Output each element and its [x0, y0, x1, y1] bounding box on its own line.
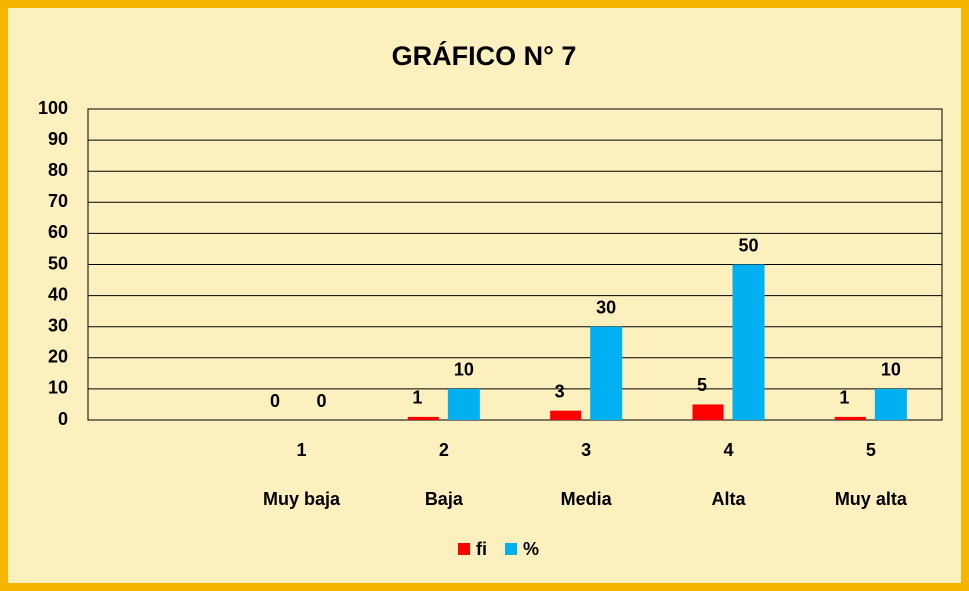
y-tick-label: 50: [48, 253, 68, 273]
legend-swatch: [458, 543, 470, 555]
data-label: 0: [316, 391, 326, 411]
bar: [834, 416, 866, 420]
data-label: 50: [738, 235, 758, 255]
bar: [407, 416, 439, 420]
x-group-label: Media: [561, 489, 613, 509]
x-tick-label: 4: [723, 440, 733, 460]
y-tick-label: 80: [48, 160, 68, 180]
bar: [447, 388, 480, 420]
data-label: 5: [697, 375, 707, 395]
bar: [590, 326, 623, 420]
data-label: 1: [839, 388, 849, 408]
x-tick-label: 2: [439, 440, 449, 460]
bar: [732, 264, 765, 420]
legend-label: fi: [476, 539, 487, 559]
data-label: 10: [454, 360, 474, 380]
x-tick-label: 1: [296, 440, 306, 460]
x-group-label: Alta: [711, 489, 746, 509]
y-tick-label: 20: [48, 347, 68, 367]
data-label: 10: [881, 360, 901, 380]
bar: [874, 388, 907, 420]
bar: [692, 404, 724, 420]
data-label: 3: [555, 381, 565, 401]
y-tick-label: 70: [48, 191, 68, 211]
y-tick-label: 10: [48, 378, 68, 398]
y-tick-label: 60: [48, 222, 68, 242]
data-label: 0: [270, 391, 280, 411]
legend-swatch: [505, 543, 517, 555]
data-label: 30: [596, 297, 616, 317]
x-tick-label: 5: [866, 440, 876, 460]
y-tick-label: 0: [58, 409, 68, 429]
y-tick-label: 100: [38, 98, 68, 118]
y-tick-label: 30: [48, 315, 68, 335]
data-label: 1: [412, 388, 422, 408]
y-tick-label: 90: [48, 129, 68, 149]
chart-title: GRÁFICO N° 7: [392, 40, 577, 71]
x-group-label: Muy baja: [263, 489, 341, 509]
y-tick-label: 40: [48, 284, 68, 304]
x-group-label: Muy alta: [835, 489, 908, 509]
legend-label: %: [523, 539, 539, 559]
bar: [550, 410, 582, 420]
x-group-label: Baja: [425, 489, 464, 509]
x-tick-label: 3: [581, 440, 591, 460]
